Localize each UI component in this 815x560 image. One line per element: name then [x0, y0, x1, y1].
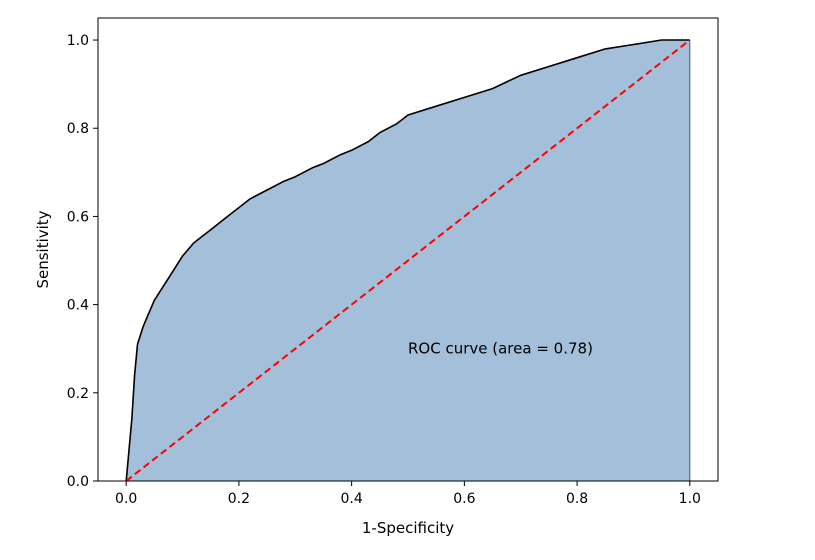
y-tick-label: 0.0: [67, 474, 89, 490]
x-tick-label: 0.0: [115, 491, 137, 507]
y-tick-label: 0.4: [67, 298, 89, 314]
y-tick-label: 0.6: [67, 209, 89, 225]
roc-curve-line: [125, 39, 690, 482]
x-tick-label: 0.2: [228, 491, 250, 507]
y-tick-label: 0.8: [67, 121, 89, 137]
x-tick-label: 0.4: [341, 491, 363, 507]
y-tick-label: 1.0: [67, 33, 89, 49]
plot-frame: [97, 17, 719, 482]
x-tick-label: 0.6: [453, 491, 475, 507]
x-tick-label: 1.0: [679, 491, 701, 507]
x-tick-label: 0.8: [566, 491, 588, 507]
chance-diagonal-line: [125, 39, 691, 482]
x-axis-label: 1-Specificity: [362, 519, 454, 537]
y-axis-label: Sensitivity: [34, 210, 52, 288]
y-tick-label: 0.2: [67, 386, 89, 402]
area-annotation: ROC curve (area = 0.78): [408, 340, 593, 358]
